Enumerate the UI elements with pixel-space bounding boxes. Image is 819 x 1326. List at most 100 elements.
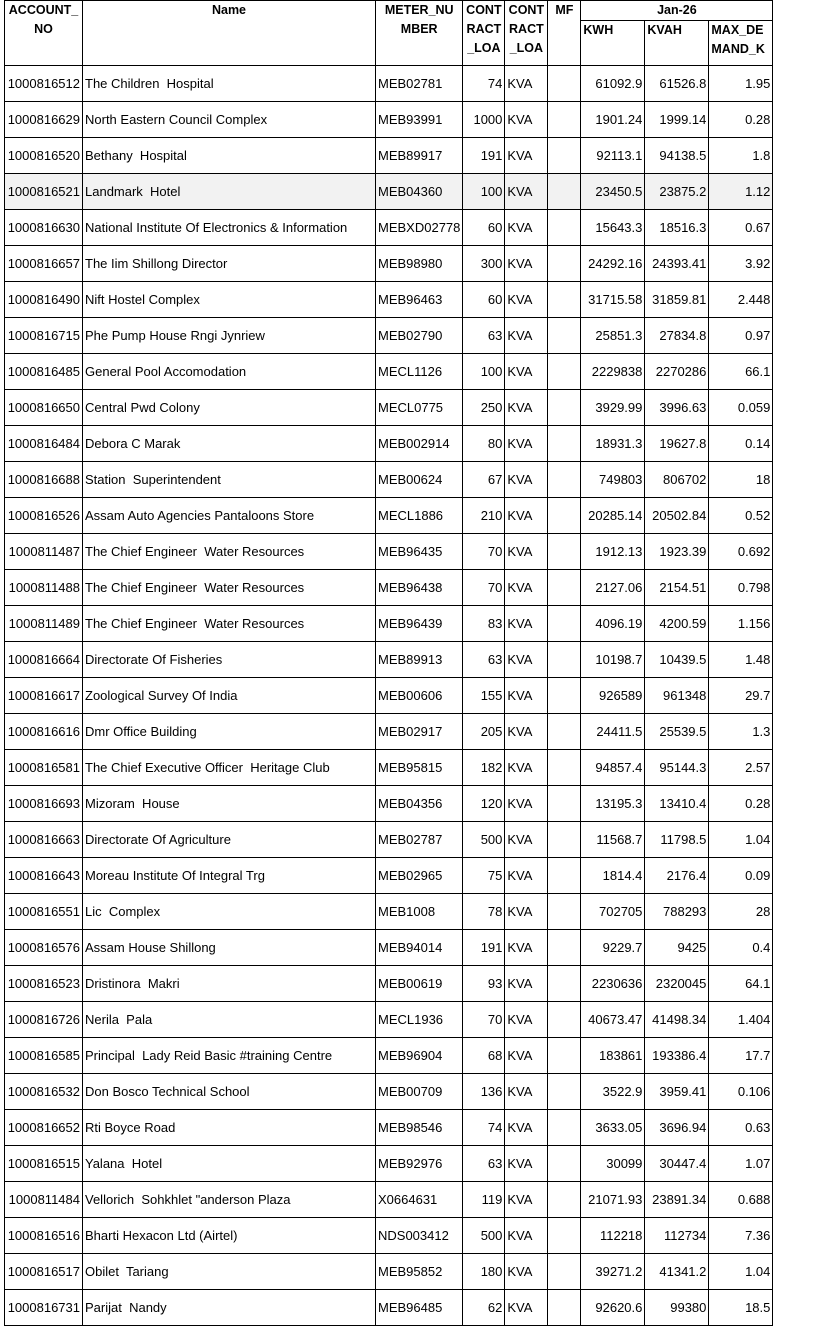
account-no-cell[interactable]: 1000811487	[4, 533, 83, 570]
mf-cell[interactable]	[547, 425, 582, 462]
mf-cell[interactable]	[547, 749, 582, 786]
contract-load-unit-cell[interactable]: KVA	[504, 317, 549, 354]
max-demand-cell[interactable]: 0.692	[708, 533, 774, 570]
name-cell[interactable]: Obilet Tariang	[82, 1253, 376, 1290]
contract-load-unit-cell[interactable]: KVA	[504, 857, 549, 894]
table-row[interactable]: 1000816512 The Children Hospital MEB02781 7…	[4, 65, 774, 102]
account-no-cell[interactable]: 1000816526	[4, 497, 83, 534]
account-no-cell[interactable]: 1000816581	[4, 749, 83, 786]
name-cell[interactable]: Mizoram House	[82, 785, 376, 822]
kwh-cell[interactable]: 10198.7	[580, 641, 646, 678]
name-cell[interactable]: Parijat Nandy	[82, 1289, 376, 1326]
kwh-cell[interactable]: 3633.05	[580, 1109, 646, 1146]
contract-load-cell[interactable]: 500	[462, 821, 506, 858]
max-demand-cell[interactable]: 0.14	[708, 425, 774, 462]
table-row[interactable]: 1000816523 Dristinora Makri MEB00619 93 KVA 2…	[4, 965, 774, 1002]
contract-load-unit-cell[interactable]: KVA	[504, 1181, 549, 1218]
name-cell[interactable]: Nift Hostel Complex	[82, 281, 376, 318]
name-cell[interactable]: National Institute Of Electronics & Info…	[82, 209, 376, 246]
table-row[interactable]: 1000816581 The Chief Executive Officer He…	[4, 749, 774, 786]
table-row[interactable]: 1000816726 Nerila Pala MECL1936 70 KVA 40673.…	[4, 1001, 774, 1038]
mf-cell[interactable]	[547, 65, 582, 102]
contract-load-unit-cell[interactable]: KVA	[504, 173, 549, 210]
max-demand-cell[interactable]: 0.28	[708, 101, 774, 138]
max-demand-cell[interactable]: 0.059	[708, 389, 774, 426]
mf-cell[interactable]	[547, 281, 582, 318]
contract-load-cell[interactable]: 74	[462, 65, 506, 102]
account-no-cell[interactable]: 1000816551	[4, 893, 83, 930]
kwh-cell[interactable]: 1814.4	[580, 857, 646, 894]
account-no-cell[interactable]: 1000816693	[4, 785, 83, 822]
contract-load-cell[interactable]: 500	[462, 1217, 506, 1254]
kwh-cell[interactable]: 2127.06	[580, 569, 646, 606]
contract-load-cell[interactable]: 210	[462, 497, 506, 534]
meter-number-cell[interactable]: MEB92976	[374, 1145, 464, 1182]
contract-load-unit-cell[interactable]: KVA	[504, 533, 549, 570]
kvah-cell[interactable]: 27834.8	[644, 317, 710, 354]
contract-load-cell[interactable]: 60	[462, 209, 506, 246]
contract-load-unit-cell[interactable]: KVA	[504, 605, 549, 642]
name-cell[interactable]: Dmr Office Building	[82, 713, 376, 750]
max-demand-cell[interactable]: 28	[708, 893, 774, 930]
kwh-cell[interactable]: 24292.16	[580, 245, 646, 282]
name-cell[interactable]: Directorate Of Agriculture	[82, 821, 376, 858]
account-no-cell[interactable]: 1000816652	[4, 1109, 83, 1146]
kwh-cell[interactable]: 40673.47	[580, 1001, 646, 1038]
contract-load-unit-cell[interactable]: KVA	[504, 65, 549, 102]
kwh-cell[interactable]: 18931.3	[580, 425, 646, 462]
mf-cell[interactable]	[547, 209, 582, 246]
contract-load-unit-cell[interactable]: KVA	[504, 785, 549, 822]
mf-cell[interactable]	[547, 1145, 582, 1182]
account-no-cell[interactable]: 1000816585	[4, 1037, 83, 1074]
kvah-cell[interactable]: 2154.51	[644, 569, 710, 606]
name-cell[interactable]: North Eastern Council Complex	[82, 101, 376, 138]
kwh-cell[interactable]: 25851.3	[580, 317, 646, 354]
kvah-cell[interactable]: 4200.59	[644, 605, 710, 642]
account-no-cell[interactable]: 1000816520	[4, 137, 83, 174]
kwh-cell[interactable]: 21071.93	[580, 1181, 646, 1218]
mf-cell[interactable]	[547, 641, 582, 678]
name-cell[interactable]: Dristinora Makri	[82, 965, 376, 1002]
account-no-cell[interactable]: 1000811489	[4, 605, 83, 642]
contract-load-cell[interactable]: 250	[462, 389, 506, 426]
kvah-cell[interactable]: 95144.3	[644, 749, 710, 786]
contract-load-unit-cell[interactable]: KVA	[504, 1073, 549, 1110]
account-no-cell[interactable]: 1000811484	[4, 1181, 83, 1218]
contract-load-cell[interactable]: 68	[462, 1037, 506, 1074]
kvah-cell[interactable]: 788293	[644, 893, 710, 930]
max-demand-cell[interactable]: 0.4	[708, 929, 774, 966]
contract-load-cell[interactable]: 155	[462, 677, 506, 714]
mf-cell[interactable]	[547, 1181, 582, 1218]
kvah-cell[interactable]: 20502.84	[644, 497, 710, 534]
kwh-cell[interactable]: 61092.9	[580, 65, 646, 102]
contract-load-unit-cell[interactable]: KVA	[504, 281, 549, 318]
table-row[interactable]: 1000816630 National Institute Of Electron…	[4, 209, 774, 246]
table-row[interactable]: 1000816616 Dmr Office Building MEB02917 205…	[4, 713, 774, 750]
kvah-cell[interactable]: 961348	[644, 677, 710, 714]
account-no-cell[interactable]: 1000816523	[4, 965, 83, 1002]
contract-load-unit-cell[interactable]: KVA	[504, 101, 549, 138]
contract-load-unit-cell[interactable]: KVA	[504, 1001, 549, 1038]
mf-cell[interactable]	[547, 1253, 582, 1290]
contract-load-cell[interactable]: 67	[462, 461, 506, 498]
name-cell[interactable]: Assam House Shillong	[82, 929, 376, 966]
meter-number-cell[interactable]: MEB96463	[374, 281, 464, 318]
contract-load-cell[interactable]: 63	[462, 1145, 506, 1182]
contract-load-unit-cell[interactable]: KVA	[504, 749, 549, 786]
kvah-cell[interactable]: 3996.63	[644, 389, 710, 426]
kvah-cell[interactable]: 94138.5	[644, 137, 710, 174]
max-demand-cell[interactable]: 7.36	[708, 1217, 774, 1254]
meter-number-cell[interactable]: MEB00624	[374, 461, 464, 498]
meter-number-cell[interactable]: MEB98980	[374, 245, 464, 282]
table-row[interactable]: 1000816515 Yalana Hotel MEB92976 63 KVA 30099…	[4, 1145, 774, 1182]
name-cell[interactable]: Directorate Of Fisheries	[82, 641, 376, 678]
max-demand-cell[interactable]: 0.52	[708, 497, 774, 534]
meter-number-cell[interactable]: MEB00606	[374, 677, 464, 714]
max-demand-cell[interactable]: 17.7	[708, 1037, 774, 1074]
name-cell[interactable]: Yalana Hotel	[82, 1145, 376, 1182]
header-contract-load-unit[interactable]: CONT RACT _LOA	[504, 0, 549, 66]
mf-cell[interactable]	[547, 821, 582, 858]
max-demand-cell[interactable]: 0.97	[708, 317, 774, 354]
kvah-cell[interactable]: 3696.94	[644, 1109, 710, 1146]
kwh-cell[interactable]: 31715.58	[580, 281, 646, 318]
